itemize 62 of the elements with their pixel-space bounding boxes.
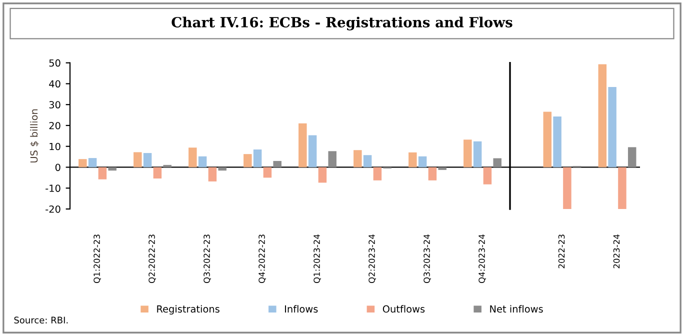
bar [318,167,327,183]
chart-title: Chart IV.16: ECBs - Registrations and Flows [172,16,512,30]
bar [628,147,636,168]
bar [208,167,217,182]
bar [308,135,317,168]
bar [473,141,482,168]
y-tick-label: -10 [46,184,60,192]
x-tick-label: Q1:2022-23 [94,234,101,284]
bar [218,167,226,171]
x-tick-label: 2023-24 [613,234,620,268]
bar [418,156,427,168]
bar [354,150,362,168]
legend-label: Registrations [157,305,220,315]
legend-label: Net inflows [490,305,543,313]
bar [464,140,472,168]
x-tick-label: Q2:2022-23 [148,234,156,284]
y-tick-label: 40 [49,80,60,88]
bar [188,148,197,168]
bar [143,153,152,168]
bar [328,151,336,168]
bar [134,152,142,168]
bar [598,64,607,168]
bar [373,167,382,180]
bar [438,167,446,170]
y-tick-label: 50 [49,59,60,67]
y-tick-label: -20 [46,205,60,213]
bar [553,116,562,168]
bar [363,155,372,168]
bar [493,158,502,168]
bar [483,167,492,184]
bar [244,154,252,168]
x-tick-label: Q4:2023-24 [478,234,486,284]
bar [253,149,262,168]
legend-label: Inflows [285,305,318,313]
x-tick-label: Q3:2023-24 [424,234,431,284]
bar [198,156,207,168]
bar [153,167,162,179]
bar [608,87,616,168]
x-tick-label: 2022-23 [558,234,565,268]
bar [563,167,572,209]
source-note: Source: RBI. [14,316,68,324]
y-tick-label: 30 [49,101,60,108]
bar [98,167,107,180]
bar [618,167,626,209]
bar [108,167,116,171]
bar [78,159,87,168]
y-tick-label: 20 [49,122,60,130]
y-tick-label: 10 [50,142,60,150]
bar [88,158,97,168]
x-tick-label: Q1:2023-24 [314,234,321,284]
bar [428,167,437,180]
y-tick-label: 0 [55,164,60,172]
bar [543,112,552,168]
x-tick-label: Q4:2022-23 [258,234,266,284]
x-tick-label: Q3:2022-23 [204,234,211,284]
bar [298,123,307,168]
bar [408,152,417,168]
y-axis-title: US $ billion [30,109,39,162]
legend-label: Outflows [382,305,425,313]
x-tick-label: Q2:2023-24 [368,234,376,284]
bar [263,167,272,178]
bar [273,160,282,168]
